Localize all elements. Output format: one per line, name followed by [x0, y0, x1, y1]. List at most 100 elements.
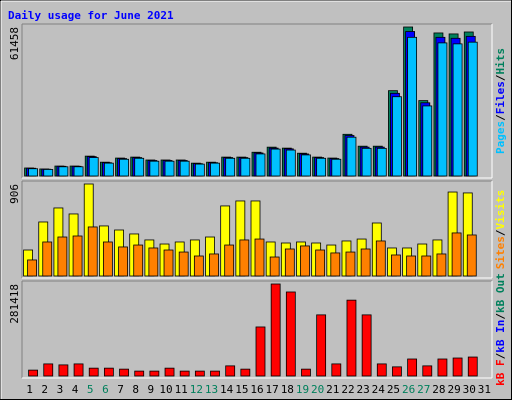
y-tick-label: 281418 [8, 284, 21, 324]
x-tick-label: 3 [57, 383, 64, 396]
x-tick-label: 4 [72, 383, 79, 396]
bar [27, 259, 37, 277]
bar [361, 314, 372, 377]
bar [392, 366, 402, 377]
legend-entry: Sites [494, 236, 507, 269]
legend-entry: kB Out [494, 273, 507, 313]
bar [103, 367, 114, 377]
x-tick-label: 20 [311, 383, 324, 396]
bar [103, 162, 114, 177]
x-tick-label: 15 [235, 383, 248, 396]
bar [346, 136, 357, 177]
x-tick-label: 16 [250, 383, 263, 396]
bar [300, 245, 310, 277]
bar [270, 148, 281, 177]
bar [467, 41, 478, 177]
bar [407, 36, 418, 177]
bar [72, 235, 83, 277]
bar [209, 253, 219, 277]
bar [43, 363, 54, 377]
legend-entry: kB F [494, 359, 507, 386]
bar [134, 157, 145, 177]
bar [28, 369, 38, 377]
x-tick-label: 2 [41, 383, 48, 396]
legend-entry: kB In [494, 320, 507, 353]
legend: Sites/Visits [494, 190, 507, 270]
bar [255, 326, 266, 377]
bar [301, 154, 311, 177]
bar [225, 365, 236, 377]
x-tick-label: 31 [478, 383, 491, 396]
bar [73, 166, 84, 177]
x-tick-label: 28 [432, 383, 445, 396]
bar [467, 356, 478, 377]
bar [437, 42, 448, 177]
bar [87, 226, 98, 277]
bar [240, 368, 251, 377]
legend-entry: Visits [494, 190, 507, 230]
y-tick-label: 61458 [8, 27, 21, 60]
x-tick-label: 23 [357, 383, 370, 396]
bar [179, 160, 190, 177]
x-tick-label: 26 [402, 383, 415, 396]
bar [210, 370, 220, 377]
bar [43, 169, 54, 177]
x-tick-label: 11 [175, 383, 188, 396]
bar [134, 370, 145, 377]
x-tick-label: 8 [132, 383, 139, 396]
bar [391, 254, 401, 277]
bar [392, 96, 402, 177]
bar [164, 160, 175, 177]
bar [118, 246, 128, 277]
x-tick-label: 29 [447, 383, 460, 396]
bar [119, 368, 129, 377]
x-tick-label: 21 [326, 383, 339, 396]
legend-entry: Files [494, 81, 507, 114]
bar [422, 105, 433, 177]
bar [436, 253, 447, 277]
bar [239, 239, 250, 277]
x-tick-label: 14 [220, 383, 234, 396]
x-tick-label: 13 [205, 383, 218, 396]
bar [345, 251, 356, 277]
bar [466, 234, 477, 277]
bar [360, 248, 371, 277]
legend-separator: / [494, 74, 507, 81]
bar [133, 244, 144, 277]
bar [331, 158, 342, 177]
bar [316, 314, 327, 377]
bar [301, 368, 311, 377]
x-tick-label: 17 [266, 383, 279, 396]
bar [376, 363, 387, 377]
legend: Pages/Files/Hits [494, 48, 507, 154]
bar [28, 168, 38, 177]
x-tick-label: 10 [159, 383, 172, 396]
x-tick-label: 18 [281, 383, 294, 396]
bar [270, 283, 281, 377]
x-tick-label: 1 [26, 383, 33, 396]
bar [451, 232, 462, 277]
bar [285, 291, 296, 377]
legend-separator: / [494, 229, 507, 236]
bar [193, 255, 204, 277]
bar [315, 249, 326, 277]
bar [194, 370, 205, 377]
bar [437, 358, 448, 377]
bar [330, 252, 341, 277]
bar [58, 166, 69, 177]
bar [361, 147, 372, 177]
x-tick-label: 24 [372, 383, 386, 396]
bar [58, 364, 69, 377]
x-tick-label: 19 [296, 383, 309, 396]
bar [406, 255, 417, 277]
bar [269, 256, 280, 277]
bar [148, 247, 159, 277]
bar [331, 363, 342, 377]
chart-title: Daily usage for June 2021 [8, 9, 174, 22]
bar [285, 149, 296, 177]
bar [119, 158, 129, 177]
x-tick-label: 5 [87, 383, 94, 396]
bar [452, 357, 463, 377]
x-tick-label: 6 [102, 383, 109, 396]
x-tick-label: 7 [117, 383, 124, 396]
